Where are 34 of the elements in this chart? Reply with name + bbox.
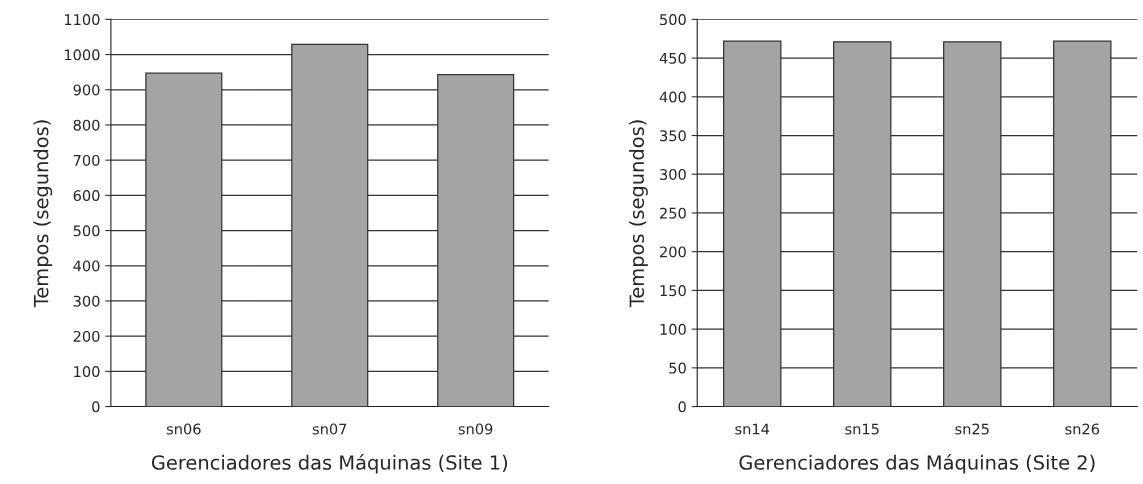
y-tick-label: 500 xyxy=(73,225,100,237)
y-axis-title: Tempos (segundos) xyxy=(33,120,53,308)
x-tick-label: sn06 xyxy=(166,423,201,435)
x-tick-label: sn14 xyxy=(735,423,770,435)
y-tick-label: 1000 xyxy=(64,49,100,61)
y-tick-label: 200 xyxy=(73,330,100,342)
y-tick-label: 900 xyxy=(73,84,100,96)
x-tick-label: sn15 xyxy=(845,423,879,435)
y-tick-label: 50 xyxy=(669,362,686,374)
x-axis-title: Gerenciadores das Máquinas (Site 1) xyxy=(151,454,508,474)
y-tick-label: 0 xyxy=(92,401,100,413)
y-tick-label: 1100 xyxy=(64,14,100,26)
y-tick-label: 200 xyxy=(660,246,686,258)
y-tick-label: 0 xyxy=(678,401,686,413)
y-tick-label: 100 xyxy=(74,366,100,378)
x-tick-label: sn09 xyxy=(458,423,493,435)
y-tick-label: 350 xyxy=(660,130,686,142)
y-tick-label: 150 xyxy=(660,285,686,297)
x-tick-label: sn25 xyxy=(955,423,989,435)
y-tick-label: 400 xyxy=(659,91,686,103)
y-tick-label: 800 xyxy=(73,119,100,131)
x-axis-title: Gerenciadores das Máquinas (Site 2) xyxy=(739,454,1095,474)
y-axis-title: Tempos (segundos) xyxy=(629,120,648,308)
y-tick-label: 500 xyxy=(660,14,686,26)
x-tick-label: sn26 xyxy=(1065,423,1100,435)
y-tick-label: 100 xyxy=(660,323,686,335)
y-tick-label: 600 xyxy=(73,190,100,202)
x-tick-label: sn07 xyxy=(312,423,347,435)
y-tick-label: 300 xyxy=(73,295,100,307)
y-tick-label: 250 xyxy=(660,207,686,219)
y-tick-label: 700 xyxy=(73,154,100,166)
y-tick-label: 300 xyxy=(660,168,686,180)
y-tick-label: 400 xyxy=(73,260,100,272)
y-tick-label: 450 xyxy=(659,52,686,64)
